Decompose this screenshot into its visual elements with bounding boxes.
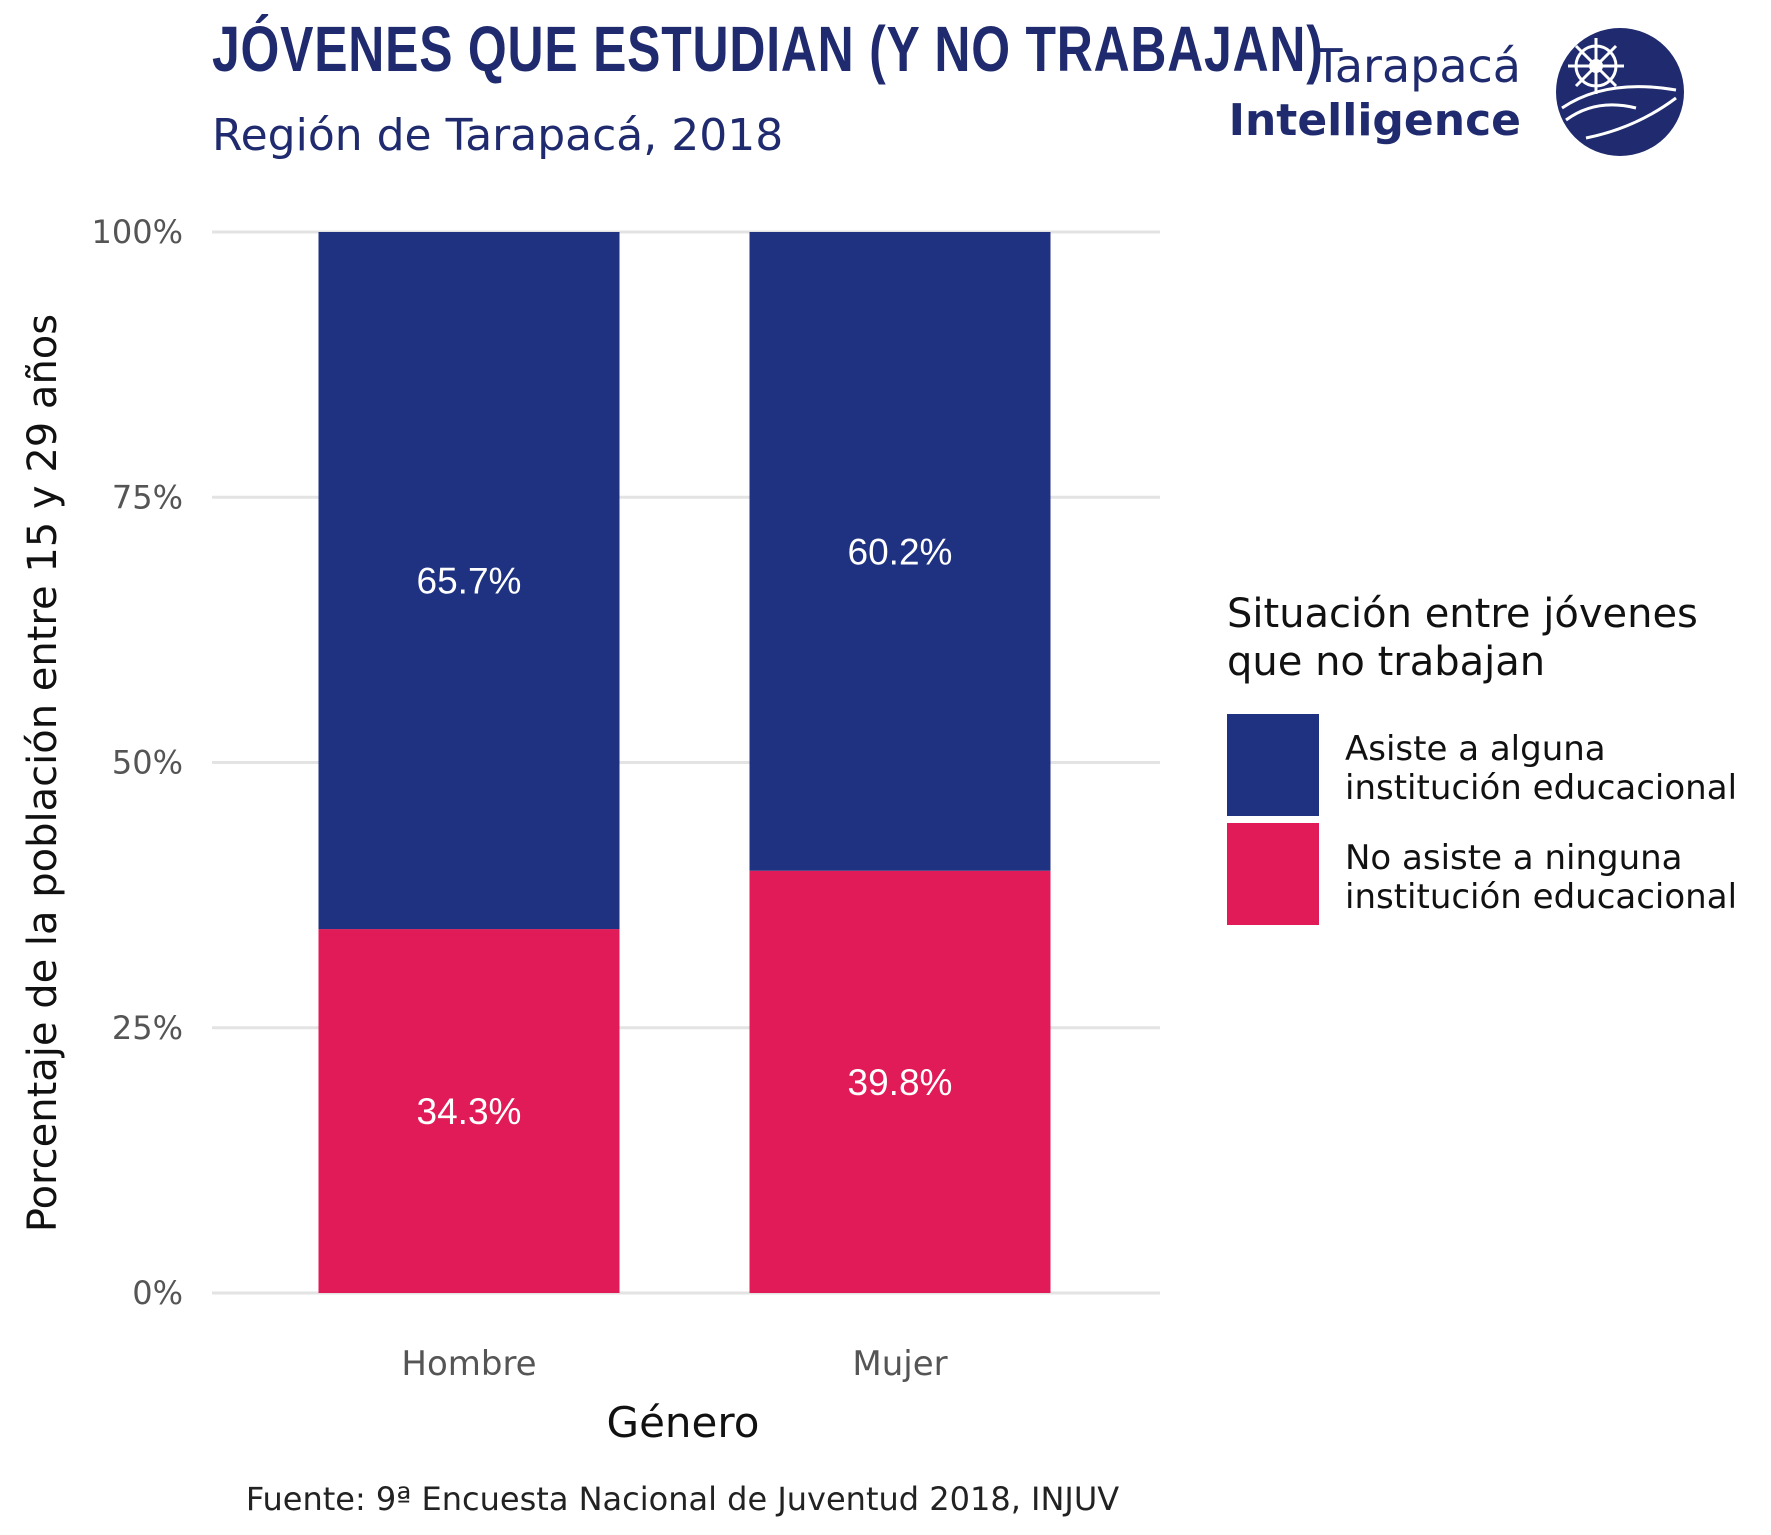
y-tick-label: 100%: [92, 213, 183, 251]
y-tick-label: 25%: [112, 1009, 183, 1047]
y-tick-label: 50%: [112, 744, 183, 782]
legend-title: Situación entre jóvenes que no trabajan: [1227, 591, 1698, 685]
bar-segment: [749, 870, 1051, 1293]
chart-subtitle: Región de Tarapacá, 2018: [212, 110, 784, 161]
brand-name: Tarapacá Intelligence: [1229, 38, 1521, 148]
bar-segment: [318, 929, 620, 1293]
data-label: 60.2%: [848, 531, 953, 572]
y-tick-label: 0%: [132, 1274, 183, 1312]
data-label: 65.7%: [417, 561, 522, 602]
bars: 34.3% 65.7% 39.8% 60.2%: [318, 232, 1051, 1293]
legend-label: Asiste a alguna institución educacional: [1345, 729, 1738, 808]
source-note: Fuente: 9ª Encuesta Nacional de Juventud…: [245, 1480, 1120, 1518]
y-tick-label: 75%: [112, 478, 183, 516]
x-tick-label: Mujer: [852, 1344, 947, 1384]
brand-line-2: Intelligence: [1228, 95, 1521, 146]
y-axis-label: Porcentaje de la población entre 15 y 29…: [20, 314, 66, 1232]
legend-swatch: [1227, 823, 1319, 925]
bar-segment: [749, 232, 1051, 871]
x-tick-label: Hombre: [401, 1344, 536, 1384]
brand-line-1: Tarapacá: [1314, 39, 1521, 93]
x-tick-labels: Hombre Mujer: [401, 1344, 947, 1384]
chart-title: JÓVENES QUE ESTUDIAN (Y NO TRABAJAN): [212, 13, 1324, 85]
legend-label: No asiste a ninguna institución educacio…: [1345, 838, 1738, 917]
y-tick-labels: 0% 25% 50% 75% 100%: [92, 213, 183, 1312]
globe-compass-icon: [1556, 28, 1684, 156]
x-axis-label: Género: [607, 1398, 760, 1447]
data-label: 34.3%: [417, 1091, 522, 1132]
bar-segment: [318, 232, 620, 930]
legend-swatch: [1227, 714, 1319, 816]
data-label: 39.8%: [848, 1062, 953, 1103]
